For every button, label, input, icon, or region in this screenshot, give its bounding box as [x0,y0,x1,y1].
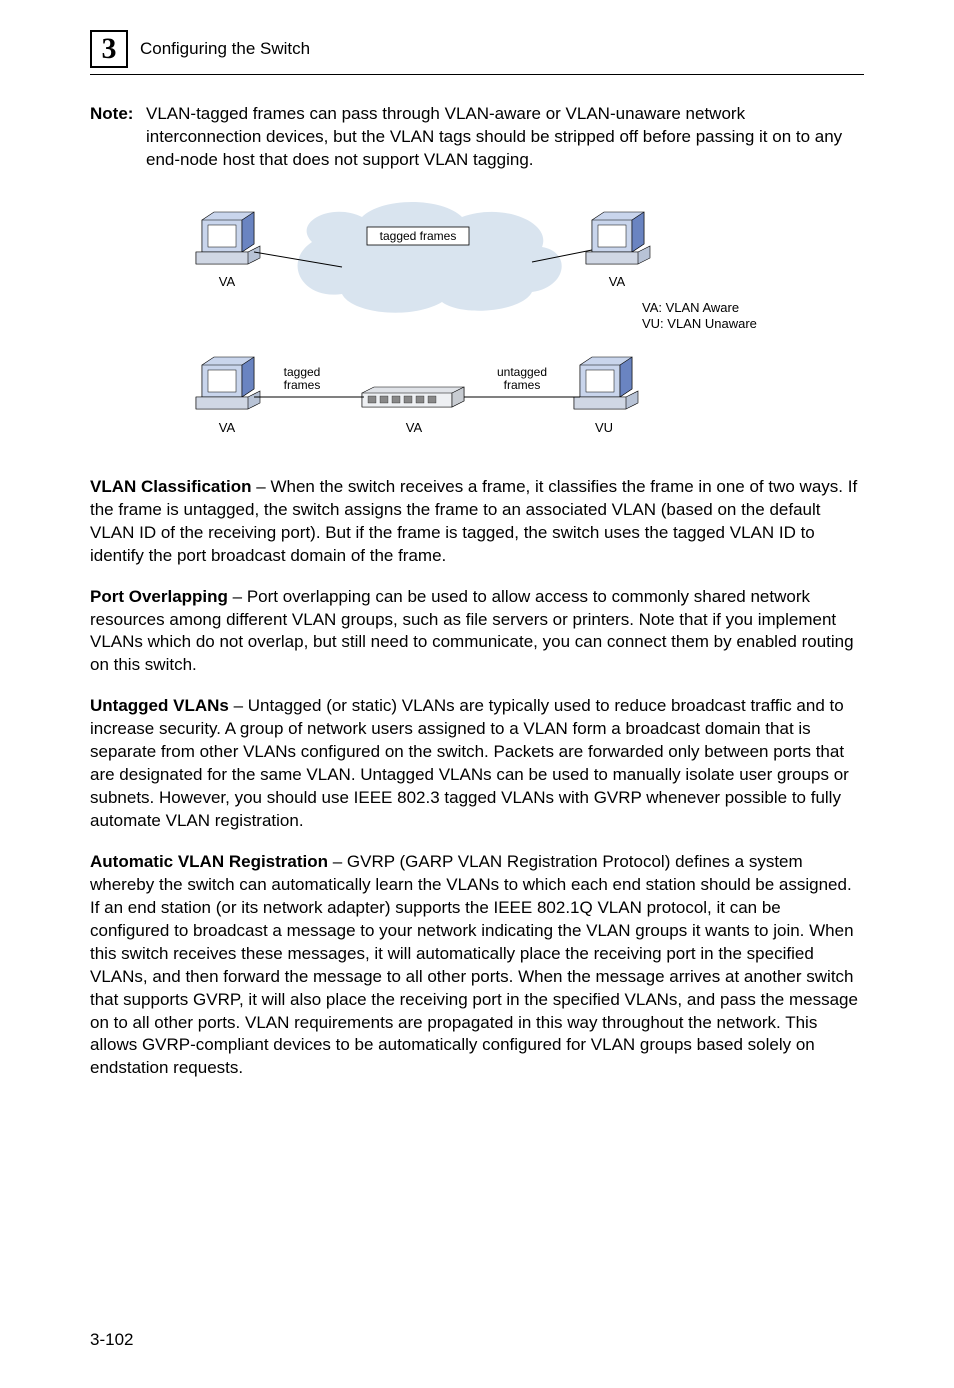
header-title: Configuring the Switch [140,39,310,59]
para-port-overlapping: Port Overlapping – Port overlapping can … [90,586,864,678]
port-ov-title: Port Overlapping [90,587,228,606]
para-vlan-classification: VLAN Classification – When the switch re… [90,476,864,568]
tagged-frames-top-label: tagged frames [380,229,457,243]
header-rule [90,74,864,75]
vlan-diagram: tagged frames VA VA VA: VLAN Aware VU: V… [172,192,782,452]
chapter-number: 3 [102,32,117,66]
note-label: Note: [90,103,146,172]
va-label-tl: VA [219,274,236,289]
chapter-number-box: 3 [90,30,128,68]
vu-label-br: VU [595,420,613,435]
va-label-bm: VA [406,420,423,435]
tagged-label-1: tagged [284,365,321,379]
para-untagged-vlans: Untagged VLANs – Untagged (or static) VL… [90,695,864,833]
legend-vu: VU: VLAN Unaware [642,316,757,331]
tagged-label-2: frames [284,378,321,392]
untagged-label-2: frames [504,378,541,392]
untagged-title: Untagged VLANs [90,696,229,715]
vlan-class-title: VLAN Classification [90,477,252,496]
auto-title: Automatic VLAN Registration [90,852,328,871]
para-auto-vlan: Automatic VLAN Registration – GVRP (GARP… [90,851,864,1080]
va-label-tr: VA [609,274,626,289]
note-body: VLAN-tagged frames can pass through VLAN… [146,103,864,172]
legend-va: VA: VLAN Aware [642,300,739,315]
note-paragraph: Note: VLAN-tagged frames can pass throug… [90,103,864,172]
page-number: 3-102 [90,1330,133,1350]
untagged-label-1: untagged [497,365,547,379]
va-label-bl: VA [219,420,236,435]
page-header: 3 Configuring the Switch [90,30,864,68]
auto-body: – GVRP (GARP VLAN Registration Protocol)… [90,852,858,1077]
untagged-body: – Untagged (or static) VLANs are typical… [90,696,849,830]
